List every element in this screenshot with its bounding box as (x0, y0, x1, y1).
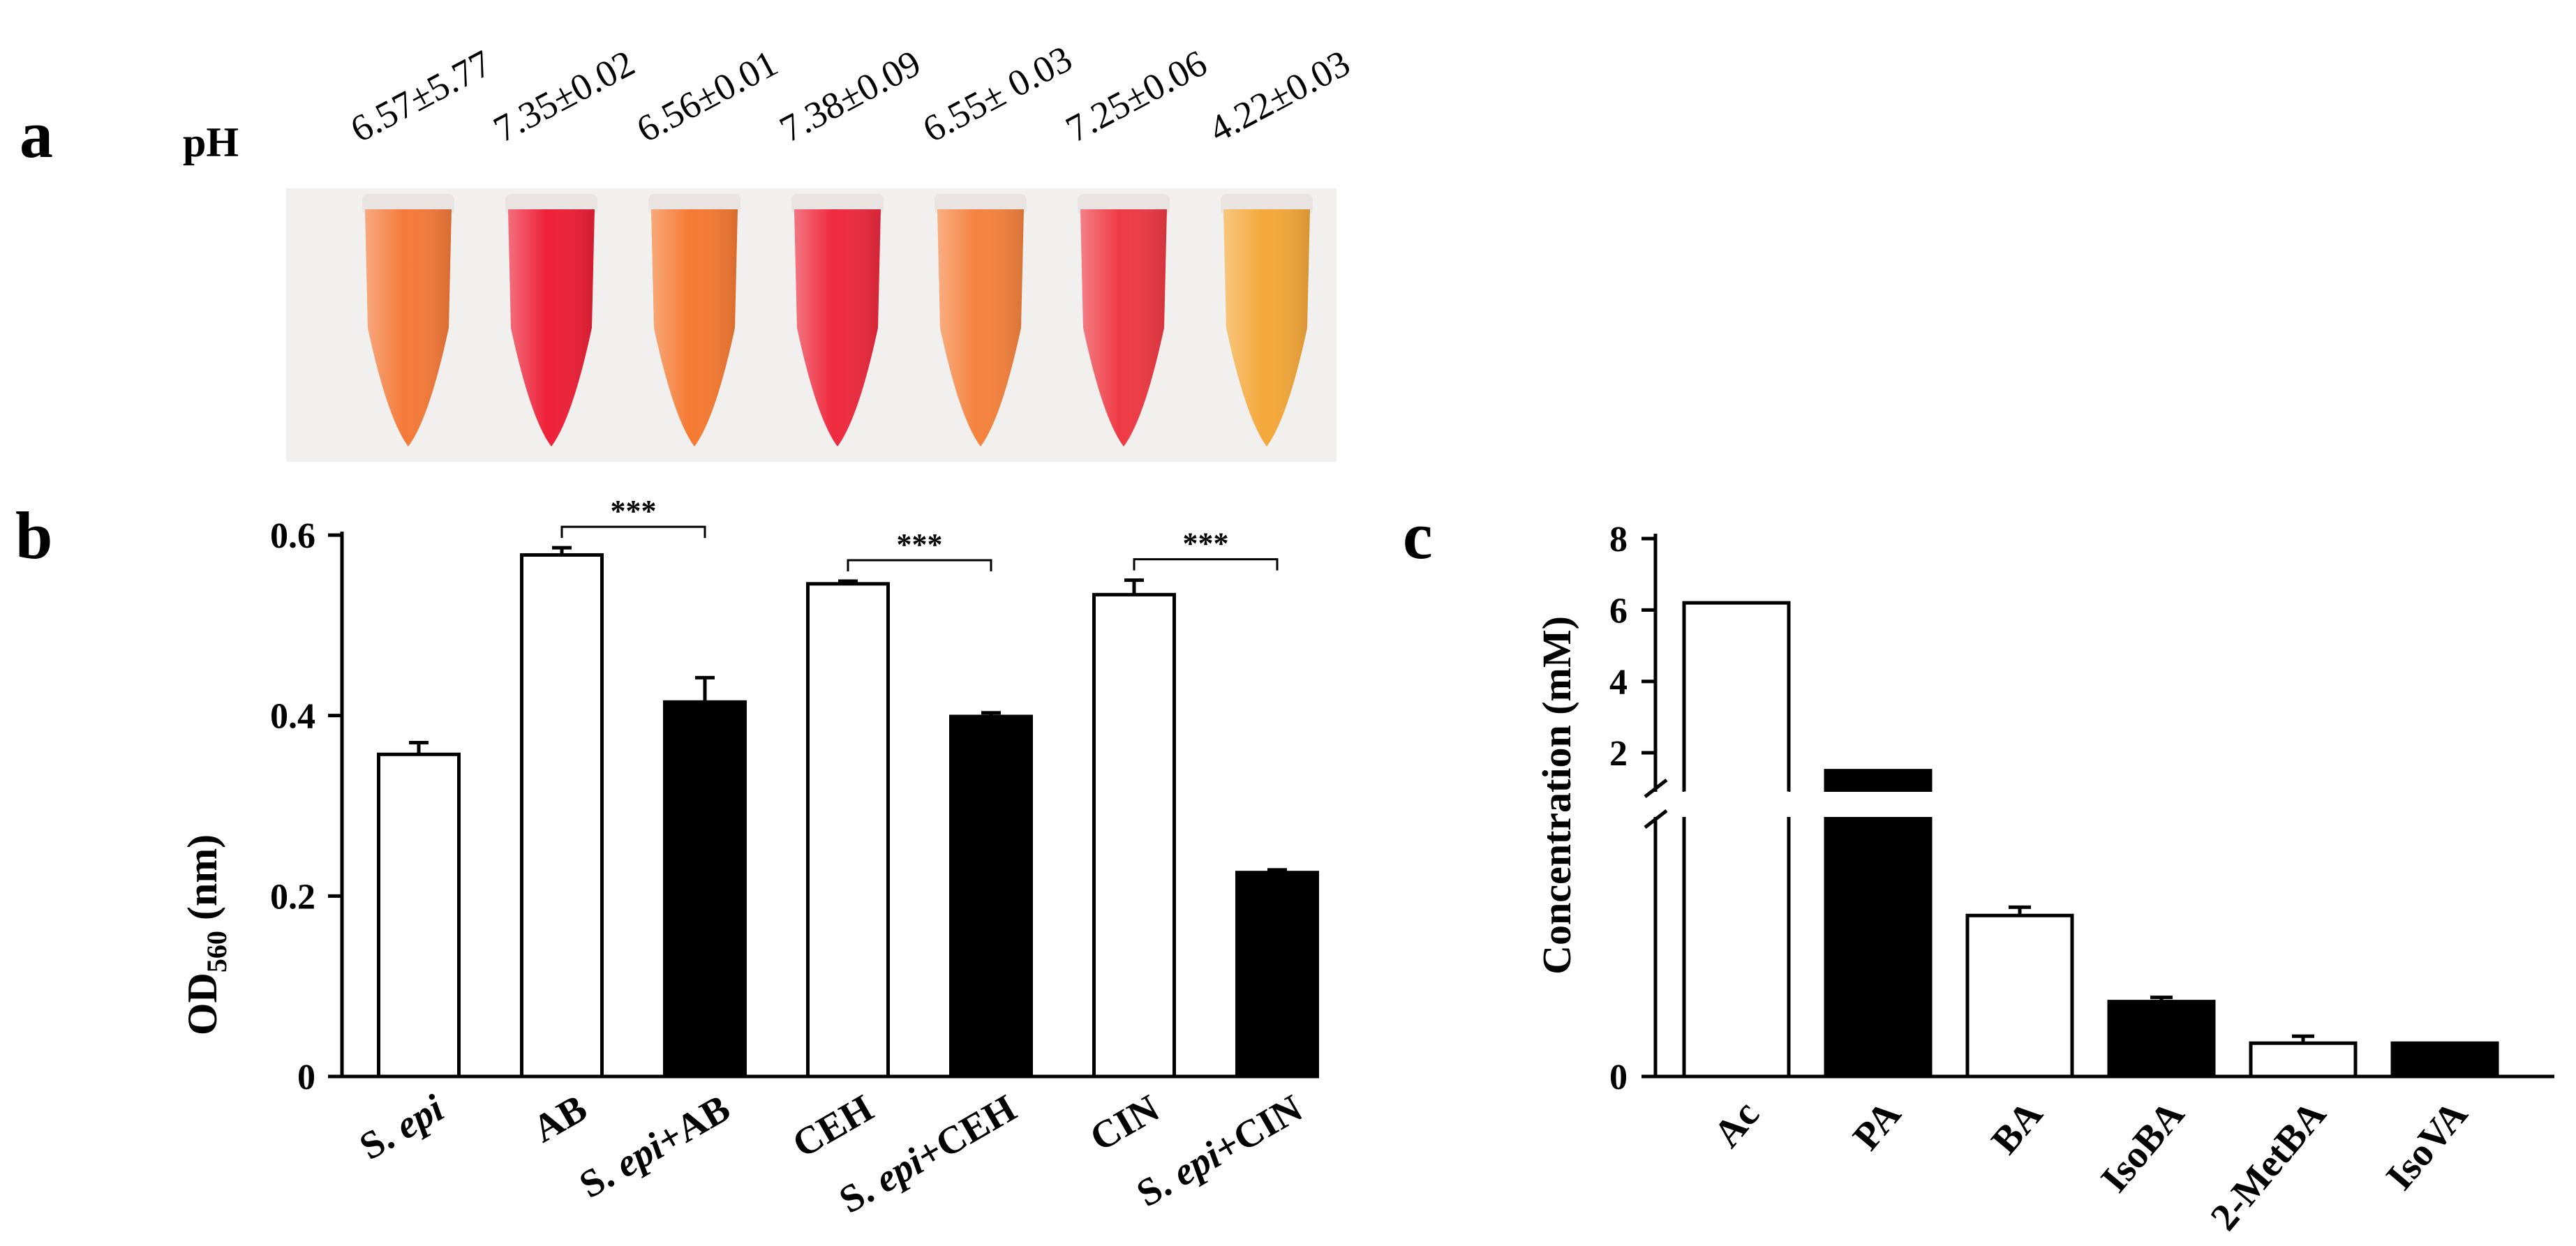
bar (1235, 871, 1319, 1079)
y-tick-label: 0 (1609, 1058, 1628, 1097)
sample-tube (935, 194, 1027, 446)
y-tick-label: 0.4 (270, 697, 315, 737)
bar-break-gap (1823, 792, 1933, 817)
axis-break-slash-lower (1644, 809, 1668, 829)
bar (1824, 769, 1933, 1079)
y-tick-label: 0.2 (270, 877, 315, 917)
bar-break-gap (1681, 792, 1792, 817)
significance-label: *** (897, 527, 943, 562)
ph-value-label: 7.38±0.09 (773, 42, 927, 151)
category-label: S. epi (352, 1086, 452, 1169)
bar (1965, 913, 2074, 1079)
y-tick-label: 6 (1609, 591, 1628, 631)
panel-c-bars (1681, 601, 2499, 1079)
category-label-part: CEH (785, 1087, 880, 1166)
category-label: Ac (1705, 1093, 1767, 1156)
bar (2390, 1041, 2499, 1079)
tube-highlight (651, 209, 738, 446)
bar (806, 582, 890, 1079)
category-label-part: CIN (1083, 1087, 1167, 1160)
sample-tube (1221, 194, 1313, 446)
significance-label: *** (611, 494, 657, 528)
bar (1682, 601, 1791, 1079)
bar (520, 553, 604, 1079)
ph-row-label: pH (183, 119, 239, 165)
tube-row (362, 194, 1313, 446)
panel-c: c Concentration (mM) 2 4 6 8 0 Ac PA BA IsoBA 2-… (1403, 498, 2554, 1239)
tube-highlight (794, 209, 881, 446)
panel-b-label: b (15, 498, 52, 573)
category-label-part: +CEH (909, 1087, 1024, 1178)
panel-c-y-axis-label: Concentration (mM) (1534, 616, 1579, 975)
ph-value-label: 6.56±0.01 (630, 42, 784, 151)
category-label: CEH (785, 1087, 880, 1166)
panel-c-y-ticks: 2 4 6 8 0 (1609, 520, 1655, 1097)
sample-tube (505, 194, 597, 446)
category-label: CIN (1083, 1087, 1167, 1160)
bar (2107, 1000, 2216, 1079)
ph-value-label: 6.57±5.77 (343, 42, 498, 151)
y-tick-label: 0 (297, 1058, 315, 1097)
category-label: 2-MetBA (2203, 1093, 2335, 1238)
panel-b-y-ticks: 0 0.2 0.4 0.6 (270, 516, 342, 1097)
panel-b-significance: *** *** *** (560, 494, 1279, 571)
tube-highlight (937, 209, 1024, 446)
category-label-part: +CIN (1207, 1087, 1310, 1171)
sample-tube (791, 194, 884, 446)
y-tick-label: 8 (1609, 520, 1628, 560)
y-tick-label: 0.6 (270, 516, 315, 556)
ph-value-label: 4.22±0.03 (1202, 42, 1356, 151)
panel-b-bars (377, 546, 1319, 1079)
ph-value-label: 6.55± 0.03 (916, 38, 1078, 151)
panel-b: b OD560 (nm) 0 0.2 0.4 0.6 *** *** *** S. epi… (15, 494, 1319, 1222)
category-label-part: AB (526, 1087, 594, 1152)
tube-highlight (508, 209, 595, 446)
category-label: AB (526, 1087, 594, 1152)
category-label: BA (1983, 1093, 2051, 1162)
sample-tube (648, 194, 740, 446)
ph-value-label: 7.35±0.02 (486, 42, 641, 151)
ph-value-label: 7.25±0.06 (1059, 42, 1213, 151)
significance-bracket (1133, 558, 1279, 571)
sample-tube (362, 194, 454, 446)
tube-highlight (1080, 209, 1167, 446)
bar (663, 700, 747, 1079)
category-label: S. epi+AB (572, 1087, 737, 1207)
category-label: IsoVA (2378, 1093, 2476, 1199)
axis-break-slash-upper (1644, 779, 1668, 798)
y-tick-label: 2 (1609, 734, 1628, 774)
y-tick-label: 4 (1609, 663, 1628, 703)
bar (1092, 592, 1176, 1079)
panel-a-label: a (20, 97, 53, 172)
bar (949, 714, 1033, 1079)
panel-c-categories: Ac PA BA IsoBA 2-MetBA IsoVA (1705, 1093, 2476, 1238)
category-label: PA (1845, 1093, 1909, 1158)
significance-bracket (560, 525, 706, 539)
category-label: IsoBA (2092, 1093, 2193, 1201)
axis-break-marker (1644, 779, 1668, 829)
bar (2249, 1041, 2358, 1079)
significance-bracket (847, 559, 992, 571)
ph-value-labels: 6.57±5.777.35±0.026.56±0.017.38±0.096.55… (343, 38, 1356, 151)
bar (377, 752, 461, 1079)
category-label: S. epi+CIN (1129, 1087, 1309, 1216)
significance-label: *** (1183, 527, 1229, 561)
sample-tube (1078, 194, 1170, 446)
tube-highlight (1223, 209, 1310, 446)
panel-c-label: c (1403, 498, 1433, 573)
tube-highlight (365, 209, 452, 446)
panel-b-y-axis-label: OD560 (nm) (179, 834, 232, 1035)
panel-a: a pH 6.57±5.777.35±0.026.56±0.017.38±0.0… (20, 38, 1357, 462)
